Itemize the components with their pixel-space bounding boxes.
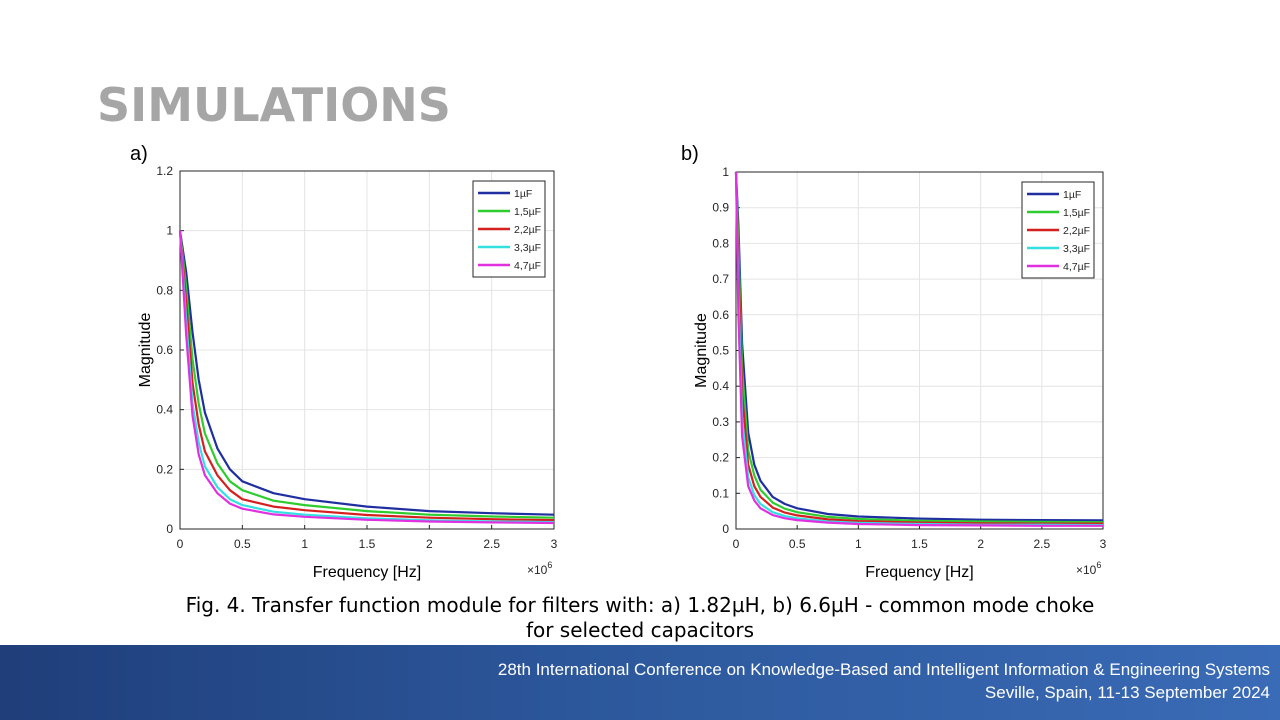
chart-b-ytick-label-8: 0.8 — [712, 236, 729, 250]
chart-b-ytick-label-1: 0.1 — [712, 486, 729, 500]
chart-b-xtick-label-4: 2 — [977, 537, 984, 551]
chart-b-ytick-label-6: 0.6 — [712, 308, 729, 322]
chart-b-xlabel: Frequency [Hz] — [865, 564, 973, 581]
chart-a-x-exponent: ×106 — [527, 560, 552, 577]
footer-conference-name: 28th International Conference on Knowled… — [497, 660, 1270, 679]
chart-b-legend-label-2: 2,2µF — [1063, 225, 1090, 237]
caption-line-1: Fig. 4. Transfer function module for fil… — [185, 593, 1095, 617]
chart-a-series-line-4 — [178, 230, 555, 525]
chart-b-series-line-4 — [734, 171, 1103, 527]
chart-a-ytick-label-4: 0.8 — [156, 283, 173, 297]
chart-a-ytick-label-6: 1.2 — [156, 164, 173, 178]
chart-b-legend-label-4: 4,7µF — [1063, 261, 1090, 273]
chart-b-ytick-label-9: 0.9 — [712, 201, 729, 215]
chart-b-ytick-label-2: 0.2 — [712, 451, 729, 465]
chart-b-ytick-label-3: 0.3 — [712, 415, 729, 429]
chart-b-series-line-2 — [734, 171, 1103, 525]
chart-a-series-line-1 — [178, 230, 555, 519]
chart-a-ytick-label-5: 1 — [166, 224, 173, 238]
chart-b-legend-label-0: 1µF — [1063, 189, 1081, 201]
chart-b-xtick-label-1: 0.5 — [789, 537, 806, 551]
chart-b-xtick-label-2: 1 — [855, 537, 862, 551]
chart-a-series-line-2 — [178, 230, 555, 522]
chart-b-x-exponent: ×106 — [1076, 560, 1101, 577]
chart-a-legend-label-1: 1,5µF — [514, 206, 541, 218]
chart-b-xtick-label-6: 3 — [1100, 537, 1107, 551]
chart-a-xtick-label-4: 2 — [426, 537, 433, 551]
chart-a-xtick-label-1: 0.5 — [234, 537, 251, 551]
chart-a-ytick-label-2: 0.4 — [156, 403, 173, 417]
chart-a-xtick-label-2: 1 — [301, 537, 308, 551]
chart-a-xtick-label-5: 2.5 — [483, 537, 500, 551]
chart-a: 0 0.5 1 1.5 2 2.5 3 0 0.2 0.4 0.6 0.8 1 1.2 Frequency … — [137, 164, 558, 581]
chart-a-series-line-3 — [178, 230, 555, 524]
footer-location-date: Seville, Spain, 11-13 September 2024 — [984, 683, 1270, 702]
chart-a-legend-label-2: 2,2µF — [514, 224, 541, 236]
chart-b-ytick-label-5: 0.5 — [712, 344, 729, 358]
chart-a-ytick-label-3: 0.6 — [156, 343, 173, 357]
chart-b-legend-label-3: 3,3µF — [1063, 243, 1090, 255]
panel-b-label: b) — [681, 143, 699, 165]
chart-a-legend-label-3: 3,3µF — [514, 242, 541, 254]
chart-a-ylabel: Magnitude — [137, 313, 154, 388]
chart-b-ytick-label-4: 0.4 — [712, 379, 729, 393]
chart-a-ytick-label-1: 0.2 — [156, 462, 173, 476]
chart-a-xtick-label-0: 0 — [177, 537, 184, 551]
chart-a-xtick-label-3: 1.5 — [359, 537, 376, 551]
chart-b-series-line-0 — [734, 171, 1104, 522]
figure-caption: Fig. 4. Transfer function module for fil… — [140, 593, 1140, 643]
chart-b-xtick-label-5: 2.5 — [1033, 537, 1050, 551]
footer-banner: 28th International Conference on Knowled… — [0, 645, 1280, 720]
chart-a-ytick-label-0: 0 — [166, 522, 173, 536]
chart-a-xlabel: Frequency [Hz] — [313, 564, 421, 581]
chart-b-legend-label-1: 1,5µF — [1063, 207, 1090, 219]
slide-title: SIMULATIONS — [97, 78, 451, 132]
chart-a-series-line-0 — [178, 230, 555, 516]
chart-b-ytick-label-10: 1 — [722, 165, 729, 179]
chart-b-ytick-label-0: 0 — [722, 522, 729, 536]
panel-a-label: a) — [130, 143, 148, 165]
chart-b-ytick-label-7: 0.7 — [712, 272, 729, 286]
chart-a-legend-label-4: 4,7µF — [514, 260, 541, 272]
chart-b-xtick-label-3: 1.5 — [911, 537, 928, 551]
chart-b-xtick-label-0: 0 — [733, 537, 740, 551]
chart-a-legend-label-0: 1µF — [514, 188, 532, 200]
chart-b-ylabel: Magnitude — [693, 313, 710, 388]
caption-line-2: for selected capacitors — [525, 618, 755, 642]
chart-b-series-line-1 — [734, 171, 1104, 524]
chart-b: 0 0.5 1 1.5 2 2.5 3 0 0.1 0.2 0.3 0.4 0.5 0.6 0.7 0.8 0.… — [693, 165, 1107, 581]
chart-a-xtick-label-6: 3 — [551, 537, 558, 551]
